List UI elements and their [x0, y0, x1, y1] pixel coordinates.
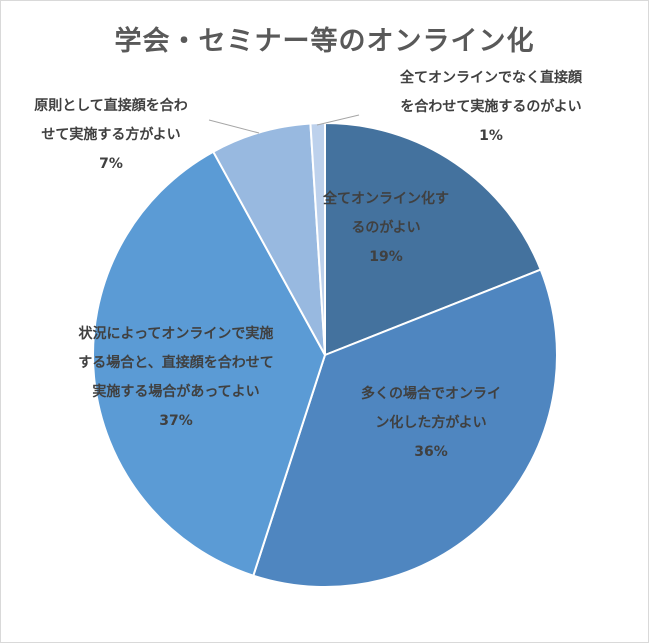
label-line: 実施する場合があってよい [92, 384, 260, 400]
data-label-slice-4: 全てオンラインでなく直接顔 を合わせて実施するのがよい 1% [361, 64, 621, 151]
leader-line-1 [316, 114, 360, 126]
pie-slice-3 [211, 122, 326, 356]
data-label-slice-1: 多くの場合でオンライ ン化した方がよい 36% [336, 380, 526, 467]
label-pct: 1% [479, 128, 503, 144]
label-pct: 7% [99, 156, 123, 172]
label-line: るのがよい [351, 220, 421, 236]
data-label-slice-3: 原則として直接顔を合わ せて実施する方がよい 7% [6, 92, 216, 179]
data-label-slice-0: 全てオンライン化す るのがよい 19% [321, 185, 451, 272]
pie-slice-2 [92, 150, 327, 577]
chart-title: 学会・セミナー等のオンライン化 [114, 26, 535, 57]
label-pct: 37% [159, 413, 193, 429]
pie-slice-1 [252, 268, 558, 588]
label-line: 多くの場合でオンライ [361, 386, 501, 402]
label-line: 原則として直接顔を合わ [34, 98, 188, 114]
leader-line-0 [208, 119, 260, 134]
label-line: 全てオンライン化す [323, 191, 449, 207]
label-line: 全てオンラインでなく直接顔 [400, 70, 582, 86]
label-line: 状況によってオンラインで実施 [78, 326, 274, 342]
label-pct: 36% [414, 444, 448, 460]
label-line: せて実施する方がよい [41, 127, 181, 143]
label-pct: 19% [369, 249, 403, 265]
label-line: ン化した方がよい [375, 415, 487, 431]
data-label-slice-2: 状況によってオンラインで実施 する場合と、直接顔を合わせて 実施する場合があって… [41, 320, 311, 436]
label-line: を合わせて実施するのがよい [400, 99, 582, 115]
pie-slice-0 [324, 121, 543, 357]
label-line: する場合と、直接顔を合わせて [78, 355, 274, 371]
